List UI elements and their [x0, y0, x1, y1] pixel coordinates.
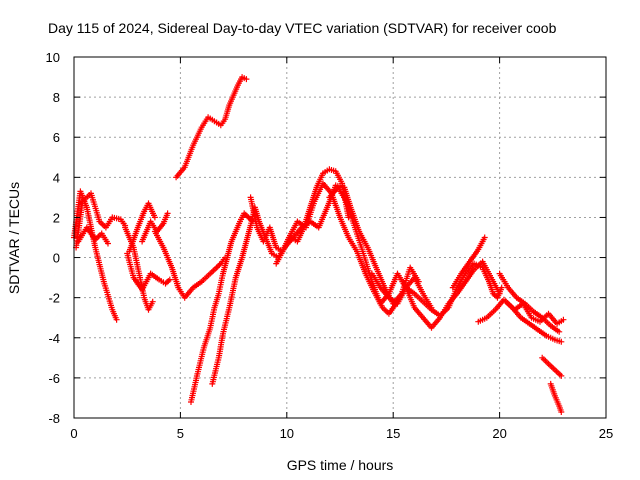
- series-track-14: [326, 184, 503, 331]
- series-track-20: [539, 354, 565, 379]
- series-track-10: [188, 210, 256, 405]
- series-track-16: [449, 234, 488, 291]
- y-tick-label: -2: [48, 291, 60, 306]
- series-track-15: [368, 260, 505, 319]
- y-tick-label: 10: [46, 50, 60, 65]
- y-tick-labels: -8 -6 -4 -2 0 2 4 6 8 10: [46, 50, 60, 426]
- x-tick-label: 5: [177, 426, 184, 441]
- y-tick-label: -8: [48, 411, 60, 426]
- series-markers: [139, 210, 171, 245]
- series-track-19: [503, 298, 567, 327]
- series-track-9: [173, 74, 250, 181]
- x-tick-label: 15: [386, 426, 400, 441]
- series-markers: [449, 234, 488, 291]
- series-track-8: [151, 228, 229, 301]
- series-markers: [539, 354, 565, 379]
- y-tick-label: 8: [53, 90, 60, 105]
- chart-title: Day 115 of 2024, Sidereal Day-to-day VTE…: [48, 20, 557, 36]
- series-markers: [547, 380, 565, 415]
- series-markers: [188, 210, 256, 405]
- y-axis-label: SDTVAR / TECUs: [6, 182, 22, 294]
- series-markers: [368, 260, 505, 319]
- series-track-7: [139, 210, 171, 245]
- series-markers: [73, 190, 129, 251]
- y-tick-label: 0: [53, 251, 60, 266]
- series-track-3: [75, 224, 111, 247]
- series-track-5: [124, 250, 173, 293]
- series-markers: [126, 200, 158, 255]
- y-tick-label: 6: [53, 130, 60, 145]
- plot-frame: [73, 56, 607, 419]
- x-tick-labels: 0 5 10 15 20 25: [70, 426, 613, 441]
- series-track-4: [122, 224, 156, 313]
- x-tick-label: 10: [280, 426, 294, 441]
- series-track-21: [547, 380, 565, 415]
- data-series: [71, 74, 567, 415]
- axis-ticks: [73, 56, 607, 419]
- y-tick-label: 2: [53, 210, 60, 225]
- series-markers: [151, 228, 229, 301]
- x-tick-label: 25: [599, 426, 613, 441]
- y-tick-label: -4: [48, 331, 60, 346]
- series-markers: [75, 224, 111, 247]
- x-tick-label: 0: [70, 426, 77, 441]
- series-track-6: [126, 200, 158, 255]
- series-markers: [503, 298, 567, 327]
- series-markers: [122, 224, 156, 313]
- x-axis-label: GPS time / hours: [287, 457, 394, 473]
- series-markers: [173, 74, 250, 181]
- x-tick-label: 20: [492, 426, 506, 441]
- grid-lines: [74, 57, 606, 418]
- y-tick-label: 4: [53, 170, 60, 185]
- y-tick-label: -6: [48, 371, 60, 386]
- series-markers: [124, 250, 173, 293]
- series-trace: [154, 231, 226, 299]
- series-track-2: [73, 190, 129, 251]
